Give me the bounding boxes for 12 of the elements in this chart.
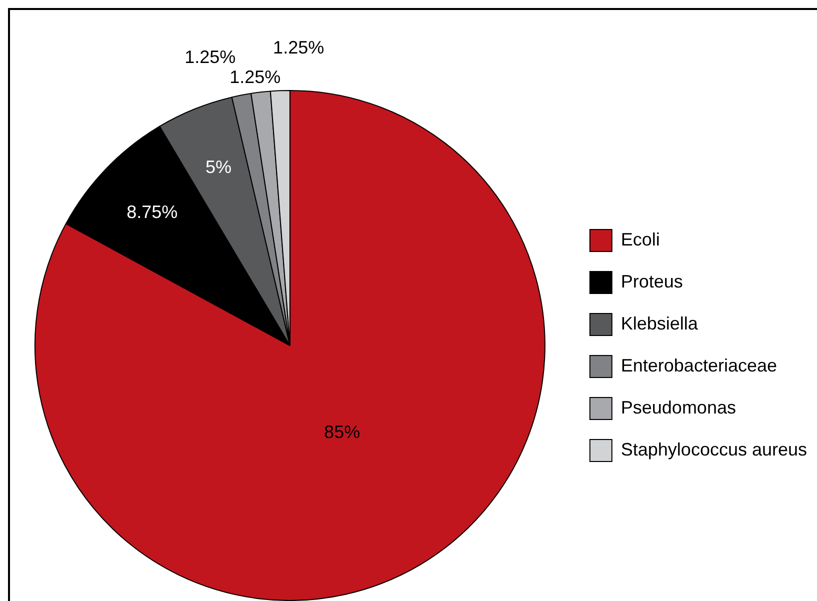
legend-label: Proteus [620, 271, 683, 292]
legend-label: Klebsiella [620, 313, 699, 334]
legend-label: Staphylococcus aureus [620, 439, 807, 460]
data-label: 85% [324, 422, 360, 442]
data-label: 1.25% [230, 67, 281, 88]
legend-label: Enterobacteriaceae [620, 355, 777, 376]
legend-label: Ecoli [620, 229, 660, 250]
data-label: 8.75% [126, 202, 178, 222]
legend-label: Pseudomonas [620, 397, 736, 418]
data-label: 5% [205, 157, 232, 178]
data-label: 1.25% [273, 38, 324, 58]
data-label: 1.25% [184, 46, 236, 67]
